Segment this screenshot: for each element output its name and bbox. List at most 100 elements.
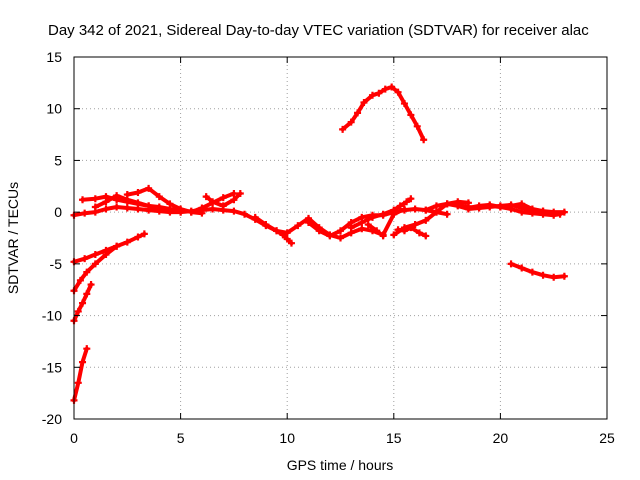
data-point (123, 238, 131, 246)
data-point (79, 196, 87, 204)
data-point (79, 358, 87, 366)
data-point (379, 232, 387, 240)
data-point (390, 206, 398, 214)
data-point (396, 202, 404, 210)
data-point (432, 208, 440, 216)
data-point (347, 224, 355, 232)
data-point (411, 205, 419, 213)
y-axis-label: SDTVAR / TECUs (5, 182, 21, 294)
x-tick-label: 15 (386, 430, 402, 446)
data-point (337, 234, 344, 242)
data-point (454, 202, 462, 210)
data-point (373, 227, 381, 235)
x-tick-label: 25 (599, 430, 615, 446)
data-point (79, 299, 87, 307)
data-point (507, 202, 515, 210)
data-point (368, 91, 376, 99)
data-point (187, 208, 195, 216)
data-point (76, 276, 84, 284)
data-point (273, 227, 281, 235)
data-point (74, 307, 82, 315)
data-point (400, 227, 408, 235)
data-point (102, 246, 110, 254)
data-point (358, 225, 366, 233)
data-point (364, 221, 372, 229)
data-point (83, 345, 91, 353)
data-point (420, 136, 428, 144)
data-point (339, 125, 347, 133)
data-point (315, 227, 323, 235)
data-point (287, 239, 295, 247)
x-tick-label: 5 (177, 430, 185, 446)
series-arc-10 (202, 190, 244, 210)
data-point (140, 230, 148, 238)
data-point (230, 207, 238, 215)
series-arc-3 (70, 242, 121, 295)
data-point (407, 195, 415, 203)
data-point (145, 184, 153, 192)
data-point (411, 221, 419, 229)
series-arc-21 (339, 83, 428, 144)
y-tick-label: 5 (54, 152, 62, 168)
data-point (262, 221, 270, 229)
data-point (83, 290, 91, 298)
data-point (381, 85, 389, 93)
data-point (166, 207, 174, 215)
data-point (123, 191, 131, 199)
data-point (134, 199, 142, 207)
data-point (91, 203, 99, 211)
data-point (83, 268, 91, 276)
data-point (496, 203, 504, 211)
x-tick-labels: 0 5 10 15 20 25 (70, 430, 615, 446)
data-point (443, 210, 451, 218)
series-arc-14 (364, 221, 387, 240)
data-point (113, 203, 121, 211)
series-arc-13 (347, 195, 415, 232)
data-point (464, 204, 472, 212)
x-tick-label: 10 (279, 430, 295, 446)
data-point (294, 222, 302, 230)
data-point (198, 204, 206, 212)
x-tick-label: 0 (70, 430, 78, 446)
data-points (70, 83, 568, 404)
data-point (368, 213, 376, 221)
y-tick-label: 10 (46, 101, 62, 117)
x-tick-label: 20 (493, 430, 509, 446)
data-point (166, 200, 174, 208)
data-point (102, 205, 110, 213)
y-tick-labels: -20 -15 -10 -5 0 5 10 15 (42, 49, 62, 427)
data-point (360, 99, 368, 107)
data-point (230, 196, 238, 204)
data-point (407, 111, 415, 119)
data-point (202, 193, 210, 201)
data-point (400, 206, 408, 214)
data-point (550, 211, 558, 219)
series-arc-20 (507, 260, 568, 281)
data-point (407, 224, 415, 232)
data-point (219, 202, 227, 210)
data-point (518, 200, 526, 208)
data-point (443, 200, 451, 208)
data-point (375, 89, 383, 97)
data-point (347, 118, 355, 126)
data-point (422, 232, 430, 240)
data-point (358, 218, 366, 226)
data-point (113, 192, 121, 200)
data-point (422, 216, 430, 224)
data-point (413, 122, 421, 130)
data-point (81, 209, 89, 217)
data-point (403, 198, 411, 206)
data-point (528, 205, 536, 213)
data-point (539, 207, 547, 215)
data-point (91, 260, 99, 268)
data-point (219, 194, 227, 202)
data-point (283, 229, 291, 237)
data-point (394, 88, 402, 96)
data-point (560, 272, 568, 280)
data-point (422, 206, 430, 214)
data-point (283, 235, 291, 243)
data-point (102, 198, 110, 206)
data-point (155, 193, 163, 201)
data-point (507, 260, 515, 268)
data-point (230, 190, 238, 198)
